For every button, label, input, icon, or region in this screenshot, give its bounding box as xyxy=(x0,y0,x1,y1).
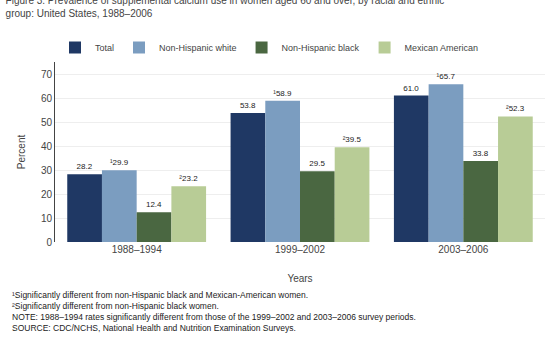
svg-text:2003–2006: 2003–2006 xyxy=(438,244,488,255)
svg-text:Figure 3. Prevalence of supple: Figure 3. Prevalence of supplemental cal… xyxy=(6,0,445,19)
svg-text:28.2: 28.2 xyxy=(77,162,93,171)
svg-text:¹58.9: ¹58.9 xyxy=(273,89,292,98)
svg-text:53.8: 53.8 xyxy=(240,101,256,110)
svg-text:70: 70 xyxy=(41,69,53,80)
svg-text:¹29.9: ¹29.9 xyxy=(110,158,129,167)
svg-text:1999–2002: 1999–2002 xyxy=(275,244,325,255)
svg-text:12.4: 12.4 xyxy=(146,200,162,209)
svg-text:1988–1994: 1988–1994 xyxy=(112,244,162,255)
svg-text:²52.3: ²52.3 xyxy=(506,104,525,113)
svg-text:30: 30 xyxy=(41,165,53,176)
svg-text:Non-Hispanic white: Non-Hispanic white xyxy=(159,43,237,53)
svg-text:¹65.7: ¹65.7 xyxy=(437,72,456,81)
svg-text:¹Significantly different from: ¹Significantly different from non-Hispan… xyxy=(12,290,416,333)
svg-text:Years: Years xyxy=(287,273,312,284)
svg-text:Total: Total xyxy=(95,43,114,53)
svg-text:Percent: Percent xyxy=(16,135,27,170)
svg-text:61.0: 61.0 xyxy=(403,84,419,93)
svg-text:²39.5: ²39.5 xyxy=(343,135,362,144)
svg-text:50: 50 xyxy=(41,117,53,128)
svg-text:40: 40 xyxy=(41,141,53,152)
svg-text:20: 20 xyxy=(41,189,53,200)
svg-text:²23.2: ²23.2 xyxy=(179,174,198,183)
svg-text:33.8: 33.8 xyxy=(473,149,489,158)
svg-text:29.5: 29.5 xyxy=(309,159,325,168)
svg-text:10: 10 xyxy=(41,213,53,224)
svg-text:Non-Hispanic black: Non-Hispanic black xyxy=(282,43,360,53)
svg-text:0: 0 xyxy=(46,237,52,248)
svg-text:Mexican American: Mexican American xyxy=(405,43,479,53)
svg-text:60: 60 xyxy=(41,93,53,104)
